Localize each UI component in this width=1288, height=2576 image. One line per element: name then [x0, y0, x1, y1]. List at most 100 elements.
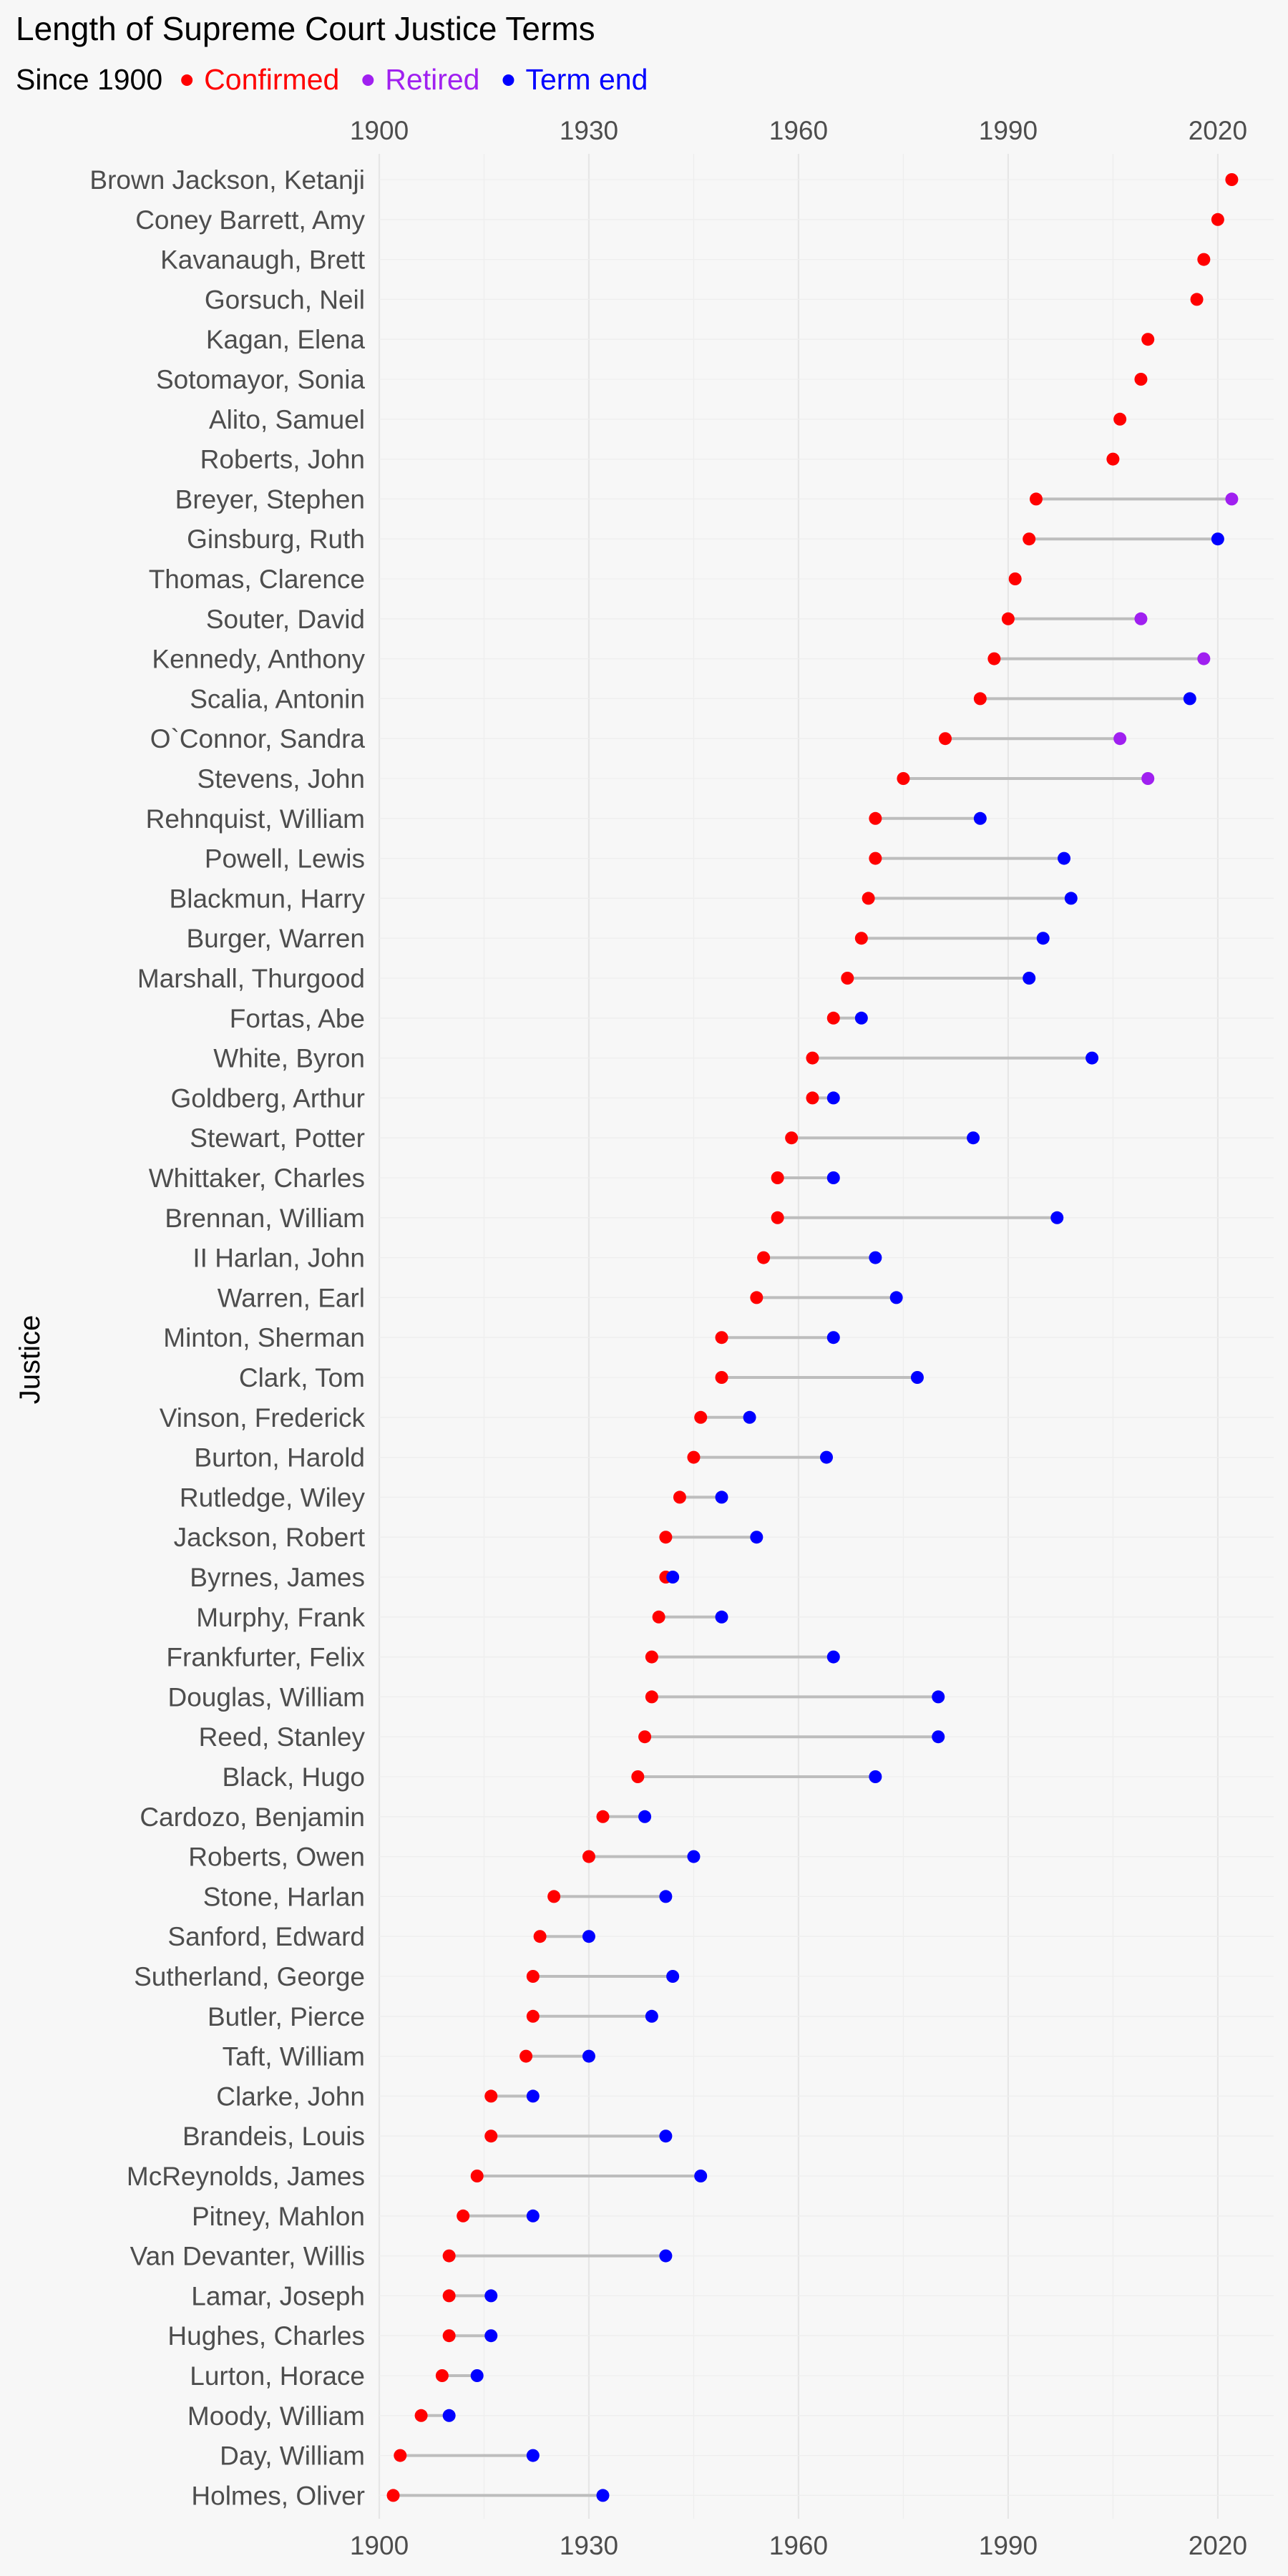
confirmed-point [1023, 532, 1036, 546]
justice-label: Moody, William [187, 2401, 365, 2431]
justice-label: Murphy, Frank [196, 1603, 365, 1632]
confirmed-point [1113, 412, 1127, 426]
term-end-point [645, 2009, 658, 2023]
legend-swatch-term_end [502, 74, 514, 86]
term-end-point [826, 1171, 840, 1184]
confirmed-point [869, 852, 882, 865]
confirmed-point [386, 2489, 400, 2502]
x-tick-label-top: 1930 [560, 116, 618, 145]
confirmed-point [596, 1810, 610, 1823]
confirmed-point [854, 932, 868, 945]
justice-label: Powell, Lewis [205, 844, 365, 874]
confirmed-point [547, 1890, 561, 1903]
term-end-point [1183, 692, 1196, 706]
confirmed-point [826, 1011, 840, 1025]
justice-label: Goldberg, Arthur [171, 1083, 365, 1113]
confirmed-point [715, 1371, 728, 1384]
justice-label: Hughes, Charles [167, 2321, 365, 2351]
term-end-point [967, 1131, 980, 1145]
confirmed-point [1197, 253, 1211, 266]
term-end-point [869, 1770, 882, 1783]
confirmed-point [442, 2289, 456, 2303]
term-end-point [526, 2209, 540, 2223]
justice-label: Clark, Tom [239, 1363, 365, 1392]
confirmed-point [582, 1850, 595, 1863]
confirmed-point [533, 1930, 547, 1943]
term-end-point [743, 1410, 756, 1424]
justice-label: Brown Jackson, Ketanji [89, 165, 365, 195]
term-end-point [442, 2409, 456, 2422]
term-end-point [826, 1091, 840, 1105]
confirmed-point [1190, 293, 1204, 306]
justice-label: Lurton, Horace [190, 2361, 365, 2391]
term-end-point [666, 1571, 680, 1584]
justice-label: Blackmun, Harry [170, 884, 366, 913]
confirmed-point [841, 972, 854, 985]
justice-label: Roberts, John [200, 445, 365, 474]
justice-label: Pitney, Mahlon [192, 2202, 365, 2231]
term-end-point [1085, 1051, 1099, 1065]
legend: Since 1900 Confirmed Retired Term end [16, 63, 648, 96]
justice-label: Van Devanter, Willis [130, 2242, 365, 2271]
term-end-point [596, 2489, 610, 2502]
justice-label: Cardozo, Benjamin [140, 1802, 365, 1832]
legend-label-confirmed: Confirmed [204, 63, 339, 96]
justice-label: Alito, Samuel [209, 405, 365, 434]
justice-label: Stone, Harlan [203, 1882, 365, 1911]
confirmed-point [659, 1531, 673, 1544]
confirmed-point [939, 732, 952, 746]
term-end-point [659, 2129, 673, 2143]
justice-label: Burton, Harold [194, 1443, 365, 1473]
legend-swatch-confirmed [181, 74, 193, 86]
confirmed-point [652, 1610, 665, 1624]
justice-label: Gorsuch, Neil [205, 285, 365, 314]
justice-label: Souter, David [206, 605, 365, 634]
retired-point [1141, 772, 1155, 785]
justice-label: Holmes, Oliver [191, 2481, 365, 2510]
term-end-point [1211, 532, 1224, 546]
term-end-point [666, 1970, 680, 1983]
justice-label: Vinson, Frederick [160, 1403, 366, 1433]
justice-label: Frankfurter, Felix [166, 1643, 365, 1672]
confirmed-point [694, 1410, 708, 1424]
term-end-point [687, 1850, 701, 1863]
confirmed-point [806, 1091, 819, 1105]
confirmed-point [757, 1251, 771, 1264]
confirmed-point [394, 2449, 407, 2462]
confirmed-point [771, 1211, 784, 1224]
confirmed-point [631, 1770, 645, 1783]
term-end-point [932, 1690, 945, 1704]
confirmed-point [973, 692, 987, 706]
justice-label: McReynolds, James [127, 2162, 365, 2191]
term-end-point [694, 2170, 708, 2182]
justice-label: Brennan, William [165, 1204, 365, 1233]
bottom-axis-ticks: 1900 1930 1960 1990 2020 [350, 2531, 1247, 2560]
term-end-point [638, 1810, 652, 1823]
justice-label: Breyer, Stephen [175, 484, 365, 514]
confirmed-point [862, 892, 875, 905]
confirmed-point [771, 1171, 784, 1184]
x-tick-label-bottom: 1960 [769, 2531, 828, 2560]
justice-label: Butler, Pierce [208, 2002, 365, 2031]
justice-label: Kavanaugh, Brett [160, 245, 366, 275]
confirmed-point [484, 2129, 498, 2143]
confirmed-point [526, 1970, 540, 1983]
retired-point [1113, 732, 1127, 746]
justice-label: Kennedy, Anthony [152, 645, 365, 674]
justice-label: Rehnquist, William [146, 804, 365, 834]
confirmed-point [442, 2329, 456, 2343]
term-end-point [715, 1610, 728, 1624]
term-end-point [1036, 932, 1050, 945]
justice-label: Day, William [220, 2441, 365, 2471]
term-end-point [470, 2369, 484, 2382]
justice-label: Rutledge, Wiley [180, 1483, 366, 1512]
confirmed-point [1029, 492, 1043, 506]
justice-label: Byrnes, James [190, 1563, 365, 1592]
justice-label: Douglas, William [167, 1682, 365, 1712]
justice-label: Marshall, Thurgood [137, 964, 365, 993]
justice-label: Taft, William [223, 2042, 365, 2072]
justice-label: Kagan, Elena [206, 325, 366, 354]
justice-label: Sutherland, George [134, 1962, 365, 1991]
term-end-point [715, 1491, 728, 1504]
